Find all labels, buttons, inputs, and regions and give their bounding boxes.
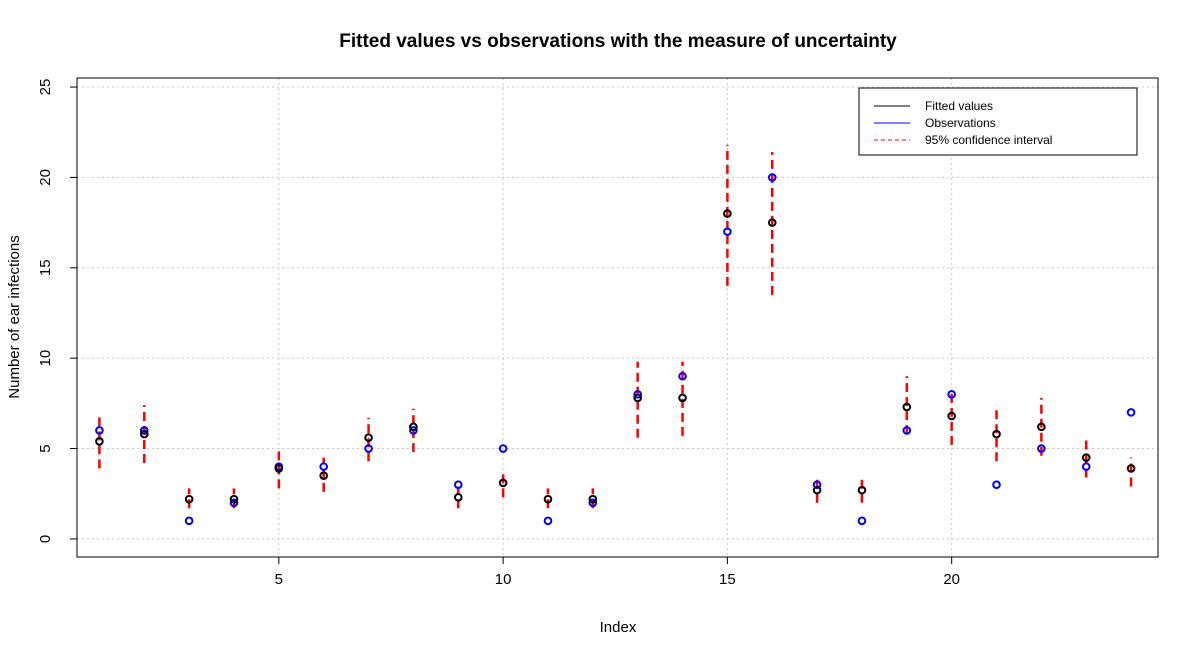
observation-point [767, 173, 777, 182]
fitted-point [453, 493, 463, 502]
fitted-point [947, 411, 956, 421]
observation-point [139, 426, 149, 435]
observation-point [678, 371, 687, 381]
fitted-point [319, 471, 329, 480]
observation-point [364, 444, 373, 453]
y-tick-label: 0 [37, 535, 54, 543]
fitted-point [812, 485, 822, 495]
fitted-point [723, 209, 732, 218]
observation-point [992, 480, 1001, 489]
y-tick-label: 25 [37, 79, 54, 96]
legend-label: Observations [925, 116, 996, 130]
observation-point [498, 444, 508, 453]
fitted-point [409, 422, 418, 432]
observation-point [95, 426, 104, 435]
observation-point [812, 480, 822, 489]
legend-box [858, 87, 1138, 156]
x-tick-label: 15 [719, 571, 736, 588]
fitted-point [992, 429, 1001, 439]
observation-point [723, 227, 732, 236]
fitted-point [902, 402, 912, 412]
fitted-point [274, 464, 284, 473]
observation-point [319, 462, 329, 471]
fitted-point [498, 478, 508, 488]
plot-frame [76, 77, 1159, 558]
y-tick-label: 15 [37, 259, 54, 276]
fitted-point [857, 485, 867, 495]
y-tick-label: 5 [37, 444, 54, 452]
fitted-point [139, 429, 149, 439]
fitted-point [543, 494, 553, 504]
x-tick-label: 10 [495, 571, 512, 588]
observation-point [588, 498, 598, 508]
chart-title: Fitted values vs observations with the m… [339, 31, 897, 52]
y-tick-label: 10 [37, 350, 54, 367]
observation-point [947, 390, 956, 399]
fitted-point [767, 218, 777, 227]
legend-label: 95% confidence interval [925, 133, 1052, 147]
legend-label: Fitted values [925, 99, 993, 113]
x-tick-label: 5 [275, 571, 283, 588]
x-tick-label: 20 [943, 571, 960, 588]
y-tick-label: 20 [37, 169, 54, 186]
grid [77, 78, 1158, 557]
observation-point [453, 480, 463, 489]
y-axis: 0 5 10 15 20 25 [37, 79, 77, 543]
observation-point [1126, 408, 1136, 417]
observation-point [857, 516, 867, 526]
observation-point [1081, 462, 1091, 471]
fitted-point [229, 494, 239, 504]
observation-point [184, 516, 194, 526]
observation-point [229, 498, 239, 508]
observation-point [409, 426, 418, 435]
x-axis: 5 10 15 20 [275, 557, 960, 588]
legend: Fitted values Observations 95% confidence … [858, 87, 1138, 156]
fitted-point [364, 433, 373, 443]
fitted-point [95, 437, 104, 446]
fitted-point [633, 393, 642, 403]
fitted-point [1126, 464, 1136, 473]
fitted-point [678, 393, 687, 403]
observation-point [543, 516, 553, 526]
fitted-point [588, 494, 598, 504]
observations-points [95, 173, 1136, 526]
fitted-point [1081, 453, 1091, 462]
observation-point [1037, 444, 1046, 453]
fitted-point [1037, 422, 1046, 432]
observation-point [902, 426, 912, 435]
y-axis-label: Number of ear infections [6, 235, 23, 398]
fitted-point [184, 494, 194, 504]
fitted-points [95, 209, 1136, 504]
observation-point [633, 390, 642, 399]
x-axis-label: Index [600, 619, 637, 636]
confidence-intervals [98, 144, 1133, 509]
